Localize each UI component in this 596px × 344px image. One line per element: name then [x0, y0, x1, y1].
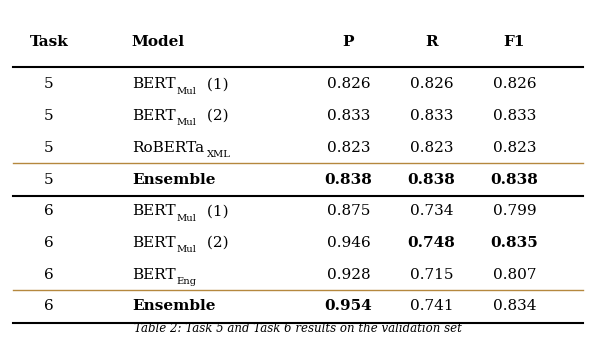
Text: R: R: [425, 35, 438, 49]
Text: 0.748: 0.748: [408, 236, 455, 250]
Text: 0.838: 0.838: [324, 173, 372, 186]
Text: BERT: BERT: [132, 236, 176, 250]
Text: 6: 6: [44, 236, 54, 250]
Text: 0.946: 0.946: [327, 236, 370, 250]
Text: 0.826: 0.826: [409, 77, 454, 92]
Text: 0.734: 0.734: [409, 204, 453, 218]
Text: 5: 5: [44, 109, 54, 123]
Text: 5: 5: [44, 141, 54, 155]
Text: 0.833: 0.833: [493, 109, 536, 123]
Text: (2): (2): [202, 236, 228, 250]
Text: BERT: BERT: [132, 109, 176, 123]
Text: 0.799: 0.799: [493, 204, 536, 218]
Text: 6: 6: [44, 300, 54, 313]
Text: 0.741: 0.741: [409, 300, 454, 313]
Text: 0.838: 0.838: [491, 173, 538, 186]
Text: Ensemble: Ensemble: [132, 173, 215, 186]
Text: BERT: BERT: [132, 268, 176, 282]
Text: F1: F1: [504, 35, 525, 49]
Text: 0.835: 0.835: [491, 236, 538, 250]
Text: (2): (2): [202, 109, 228, 123]
Text: (1): (1): [202, 77, 228, 92]
Text: Mul: Mul: [176, 214, 196, 223]
Text: 0.834: 0.834: [493, 300, 536, 313]
Text: RoBERTa: RoBERTa: [132, 141, 204, 155]
Text: 0.838: 0.838: [408, 173, 455, 186]
Text: Eng: Eng: [176, 277, 197, 286]
Text: 0.715: 0.715: [409, 268, 453, 282]
Text: Model: Model: [132, 35, 185, 49]
Text: 0.823: 0.823: [327, 141, 370, 155]
Text: 0.954: 0.954: [325, 300, 372, 313]
Text: 5: 5: [44, 173, 54, 186]
Text: Table 2: Task 5 and Task 6 results on the validation set: Table 2: Task 5 and Task 6 results on th…: [134, 322, 462, 335]
Text: Task: Task: [29, 35, 68, 49]
Text: 6: 6: [44, 204, 54, 218]
Text: 0.823: 0.823: [493, 141, 536, 155]
Text: P: P: [343, 35, 354, 49]
Text: 0.875: 0.875: [327, 204, 370, 218]
Text: 6: 6: [44, 268, 54, 282]
Text: Mul: Mul: [176, 118, 196, 127]
Text: BERT: BERT: [132, 77, 176, 92]
Text: (1): (1): [202, 204, 228, 218]
Text: 0.833: 0.833: [410, 109, 453, 123]
Text: XML: XML: [207, 150, 231, 159]
Text: 0.823: 0.823: [409, 141, 453, 155]
Text: 5: 5: [44, 77, 54, 92]
Text: 0.833: 0.833: [327, 109, 370, 123]
Text: 0.928: 0.928: [327, 268, 370, 282]
Text: 0.826: 0.826: [493, 77, 536, 92]
Text: 0.826: 0.826: [327, 77, 370, 92]
Text: BERT: BERT: [132, 204, 176, 218]
Text: Mul: Mul: [176, 245, 196, 254]
Text: Mul: Mul: [176, 87, 196, 96]
Text: Ensemble: Ensemble: [132, 300, 215, 313]
Text: 0.807: 0.807: [493, 268, 536, 282]
